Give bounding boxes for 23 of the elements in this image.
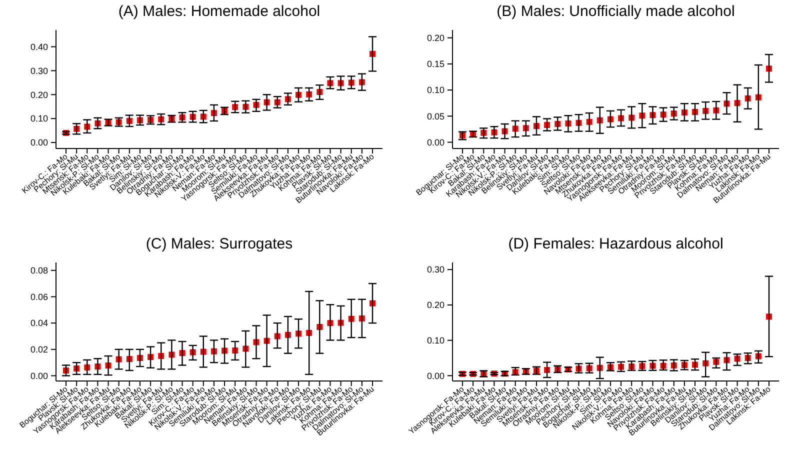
chart-title: (B) Males: Unofficially made alcohol [496,3,735,20]
y-tick-label: 0.00 [426,137,444,148]
y-tick-label: 0.00 [426,370,444,381]
chart-title: (D) Females: Hazardous alcohol [508,236,724,252]
y-tick-label: 0.05 [426,111,444,122]
y-tick-label: 0.40 [30,42,48,52]
y-tick-label: 0.08 [30,266,48,276]
y-tick-label: 0.30 [30,66,48,76]
y-tick-label: 0.15 [426,59,444,70]
y-tick-label: 0.10 [426,85,444,96]
y-tick-label: 0.20 [426,300,444,310]
y-tick-label: 0.00 [30,370,48,381]
y-tick-label: 0.02 [30,344,48,355]
y-tick-label: 0.30 [426,264,444,275]
y-tick-label: 0.10 [30,114,48,124]
y-tick-label: 0.06 [30,292,48,302]
y-tick-label: 0.10 [426,335,444,346]
chart-title: (C) Males: Surrogates [146,236,293,252]
y-tick-label: 0.20 [426,32,444,43]
chart-title: (A) Males: Homemade alcohol [118,3,320,20]
y-tick-label: 0.20 [30,90,48,100]
y-tick-label: 0.00 [30,138,48,148]
y-tick-label: 0.04 [30,318,48,328]
